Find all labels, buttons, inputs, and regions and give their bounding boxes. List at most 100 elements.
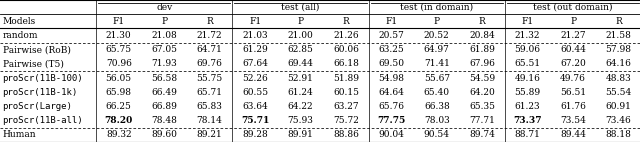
Text: 89.74: 89.74: [469, 130, 495, 139]
Text: 55.75: 55.75: [196, 74, 223, 83]
Text: 77.75: 77.75: [377, 116, 406, 125]
Text: P: P: [161, 17, 167, 26]
Text: 61.24: 61.24: [287, 88, 314, 97]
Text: Pairwise (T5): Pairwise (T5): [3, 59, 63, 68]
Text: 88.18: 88.18: [605, 130, 632, 139]
Text: 21.03: 21.03: [242, 31, 268, 40]
Text: 90.04: 90.04: [378, 130, 404, 139]
Text: 61.89: 61.89: [469, 45, 495, 54]
Text: 64.22: 64.22: [287, 102, 314, 111]
Text: 88.71: 88.71: [515, 130, 541, 139]
Text: 75.72: 75.72: [333, 116, 359, 125]
Text: 62.85: 62.85: [287, 45, 314, 54]
Text: 61.29: 61.29: [242, 45, 268, 54]
Text: 51.89: 51.89: [333, 74, 359, 83]
Text: 66.25: 66.25: [106, 102, 132, 111]
Text: test (in domain): test (in domain): [400, 3, 474, 12]
Text: 63.25: 63.25: [378, 45, 404, 54]
Text: 61.76: 61.76: [560, 102, 586, 111]
Text: P: P: [434, 17, 440, 26]
Text: 60.15: 60.15: [333, 88, 359, 97]
Text: 77.71: 77.71: [469, 116, 495, 125]
Text: 90.54: 90.54: [424, 130, 450, 139]
Text: 21.27: 21.27: [560, 31, 586, 40]
Text: 78.48: 78.48: [151, 116, 177, 125]
Text: P: P: [570, 17, 576, 26]
Text: 89.21: 89.21: [196, 130, 223, 139]
Text: 69.50: 69.50: [378, 59, 404, 68]
Text: 69.44: 69.44: [287, 59, 314, 68]
Text: 61.23: 61.23: [515, 102, 541, 111]
Text: proScr(11B-100): proScr(11B-100): [3, 74, 83, 83]
Text: 21.72: 21.72: [196, 31, 223, 40]
Text: 21.32: 21.32: [515, 31, 540, 40]
Text: random: random: [3, 31, 38, 40]
Text: 88.86: 88.86: [333, 130, 359, 139]
Text: 89.44: 89.44: [560, 130, 586, 139]
Text: 21.30: 21.30: [106, 31, 132, 40]
Text: 89.60: 89.60: [151, 130, 177, 139]
Text: F1: F1: [522, 17, 534, 26]
Text: 65.98: 65.98: [106, 88, 132, 97]
Text: 63.27: 63.27: [333, 102, 359, 111]
Text: 60.91: 60.91: [605, 102, 632, 111]
Text: 55.67: 55.67: [424, 74, 450, 83]
Text: 75.71: 75.71: [241, 116, 269, 125]
Text: 73.54: 73.54: [560, 116, 586, 125]
Text: 65.40: 65.40: [424, 88, 450, 97]
Text: 71.41: 71.41: [424, 59, 450, 68]
Text: 66.49: 66.49: [151, 88, 177, 97]
Text: 70.96: 70.96: [106, 59, 132, 68]
Text: 60.06: 60.06: [333, 45, 359, 54]
Text: F1: F1: [249, 17, 261, 26]
Text: proScr(Large): proScr(Large): [3, 102, 72, 111]
Text: 64.20: 64.20: [469, 88, 495, 97]
Text: 56.05: 56.05: [106, 74, 132, 83]
Text: dev: dev: [156, 3, 172, 12]
Text: 65.35: 65.35: [469, 102, 495, 111]
Text: proScr(11B-all): proScr(11B-all): [3, 116, 83, 125]
Text: 54.59: 54.59: [469, 74, 495, 83]
Text: 56.51: 56.51: [560, 88, 586, 97]
Text: 64.16: 64.16: [605, 59, 632, 68]
Text: 52.26: 52.26: [242, 74, 268, 83]
Text: 75.93: 75.93: [287, 116, 314, 125]
Text: 20.57: 20.57: [378, 31, 404, 40]
Text: 57.98: 57.98: [605, 45, 632, 54]
Text: 21.26: 21.26: [333, 31, 359, 40]
Text: 60.55: 60.55: [242, 88, 268, 97]
Text: Pairwise (RoB): Pairwise (RoB): [3, 45, 70, 54]
Text: 64.71: 64.71: [196, 45, 223, 54]
Text: 78.20: 78.20: [104, 116, 133, 125]
Text: 73.37: 73.37: [513, 116, 542, 125]
Text: 63.64: 63.64: [242, 102, 268, 111]
Text: 65.71: 65.71: [196, 88, 223, 97]
Text: F1: F1: [385, 17, 397, 26]
Text: 89.91: 89.91: [287, 130, 314, 139]
Text: 65.75: 65.75: [106, 45, 132, 54]
Text: 64.64: 64.64: [378, 88, 404, 97]
Text: Models: Models: [3, 17, 36, 26]
Text: Human: Human: [3, 130, 36, 139]
Text: 89.28: 89.28: [242, 130, 268, 139]
Text: 66.89: 66.89: [151, 102, 177, 111]
Text: 67.96: 67.96: [469, 59, 495, 68]
Text: 48.83: 48.83: [605, 74, 632, 83]
Text: 64.97: 64.97: [424, 45, 450, 54]
Text: test (all): test (all): [282, 3, 319, 12]
Text: 66.38: 66.38: [424, 102, 450, 111]
Text: 67.05: 67.05: [151, 45, 177, 54]
Text: 20.84: 20.84: [469, 31, 495, 40]
Text: 67.20: 67.20: [560, 59, 586, 68]
Text: 66.18: 66.18: [333, 59, 359, 68]
Text: 59.06: 59.06: [515, 45, 541, 54]
Text: P: P: [298, 17, 303, 26]
Text: R: R: [206, 17, 213, 26]
Text: proScr(11B-1k): proScr(11B-1k): [3, 88, 78, 97]
Text: 21.00: 21.00: [287, 31, 314, 40]
Text: R: R: [342, 17, 349, 26]
Text: 73.46: 73.46: [605, 116, 632, 125]
Text: 69.76: 69.76: [196, 59, 223, 68]
Text: 49.16: 49.16: [515, 74, 541, 83]
Text: 49.76: 49.76: [560, 74, 586, 83]
